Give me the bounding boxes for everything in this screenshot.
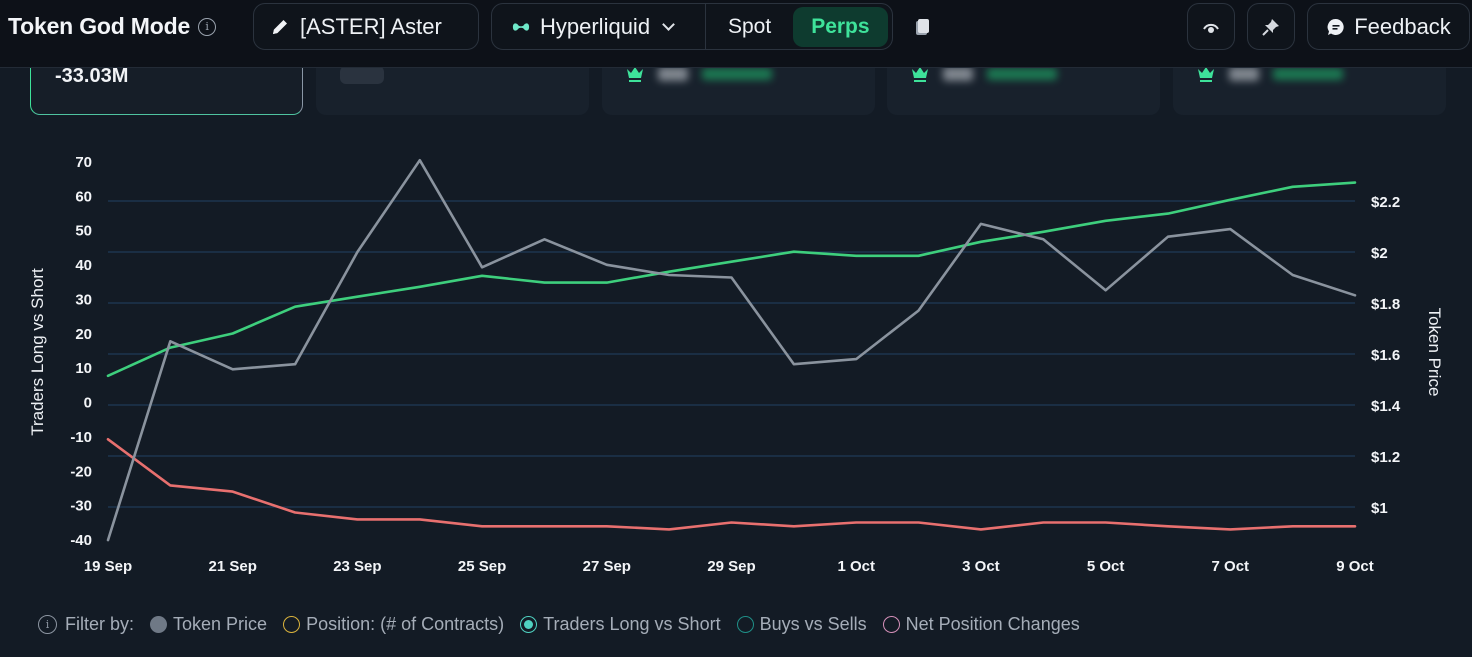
filter-token-price[interactable]: Token Price <box>150 614 267 635</box>
chart-filter-legend: i Filter by: Token Price Position: (# of… <box>38 614 1096 635</box>
svg-text:9 Oct: 9 Oct <box>1336 558 1374 575</box>
info-icon[interactable]: i <box>38 615 57 634</box>
svg-text:25 Sep: 25 Sep <box>458 558 506 575</box>
svg-text:5 Oct: 5 Oct <box>1087 558 1125 575</box>
blurred-change <box>1273 68 1343 80</box>
token-label: [ASTER] Aster <box>300 13 442 39</box>
svg-text:50: 50 <box>75 223 92 240</box>
svg-text:-40: -40 <box>70 532 92 549</box>
svg-text:3 Oct: 3 Oct <box>962 558 1000 575</box>
svg-text:$1.8: $1.8 <box>1371 296 1400 313</box>
chart-series <box>106 158 1357 542</box>
svg-text:29 Sep: 29 Sep <box>707 558 755 575</box>
filter-label-text: Net Position Changes <box>905 614 1080 634</box>
tab-perps[interactable]: Perps <box>793 6 888 47</box>
eye-signal-icon <box>1203 23 1219 33</box>
svg-text:20: 20 <box>75 326 92 343</box>
right-axis-title: Token Price <box>1425 308 1444 397</box>
right-axis-ticks: $2.2 $2 $1.8 $1.6 $1.4 $1.2 $1 <box>1371 194 1401 517</box>
filter-label: Filter by: <box>65 614 135 634</box>
pencil-icon <box>273 19 287 34</box>
stat-value: -33.03M <box>55 65 129 87</box>
filter-label-text: Buys vs Sells <box>759 614 867 634</box>
tab-spot[interactable]: Spot <box>728 14 772 38</box>
chart-gridlines <box>108 200 1355 508</box>
filter-position-contracts[interactable]: Position: (# of Contracts) <box>283 614 504 635</box>
filter-label-text: Traders Long vs Short <box>543 614 721 634</box>
svg-text:10: 10 <box>75 360 92 377</box>
watch-button[interactable] <box>1187 3 1235 50</box>
crown-icon <box>627 67 643 82</box>
x-axis-ticks: 19 Sep 21 Sep 23 Sep 25 Sep 27 Sep 29 Sep 1 Oc… <box>84 558 1374 575</box>
svg-text:$1.2: $1.2 <box>1371 449 1400 466</box>
svg-text:0: 0 <box>84 395 92 412</box>
blurred-value <box>658 67 688 81</box>
chain-label: Hyperliquid <box>540 13 651 39</box>
feedback-button[interactable]: Feedback <box>1307 3 1470 50</box>
info-icon[interactable]: i <box>198 17 217 36</box>
left-axis-title: Traders Long vs Short <box>28 268 47 436</box>
svg-text:$1: $1 <box>1371 500 1388 517</box>
svg-text:$1.4: $1.4 <box>1371 398 1401 415</box>
pin-icon <box>1262 18 1279 36</box>
token-selector-button[interactable]: [ASTER] Aster <box>253 3 479 50</box>
svg-text:60: 60 <box>75 188 92 205</box>
svg-text:27 Sep: 27 Sep <box>583 558 631 575</box>
svg-text:40: 40 <box>75 257 92 274</box>
svg-text:-10: -10 <box>70 429 92 446</box>
crown-icon <box>1198 67 1214 82</box>
feedback-label: Feedback <box>1354 13 1451 39</box>
left-axis-ticks: 70 60 50 40 30 20 10 0 -10 -20 -30 -40 <box>70 154 92 549</box>
svg-text:30: 30 <box>75 291 92 308</box>
chain-selector[interactable]: Hyperliquid <box>492 4 706 49</box>
filter-traders-long-short[interactable]: Traders Long vs Short <box>520 614 721 635</box>
svg-text:23 Sep: 23 Sep <box>333 558 381 575</box>
top-bar: Token God Mode i [ASTER] Aster Hyperliqu… <box>0 0 1472 68</box>
svg-text:-20: -20 <box>70 463 92 480</box>
blurred-value <box>943 67 973 81</box>
crown-icon <box>912 67 928 82</box>
empty-radio-icon <box>736 616 754 633</box>
filter-label-text: Token Price <box>173 614 268 634</box>
chevron-down-icon <box>662 17 675 31</box>
filter-buys-sells[interactable]: Buys vs Sells <box>736 614 867 635</box>
blurred-change <box>702 68 772 80</box>
empty-radio-icon <box>283 616 301 633</box>
svg-text:$2.2: $2.2 <box>1371 194 1400 211</box>
svg-text:19 Sep: 19 Sep <box>84 558 132 575</box>
svg-text:-30: -30 <box>70 498 92 515</box>
copy-icon[interactable] <box>915 18 930 36</box>
svg-text:7 Oct: 7 Oct <box>1212 558 1250 575</box>
chat-bubble-icon <box>1327 18 1344 35</box>
svg-text:$1.6: $1.6 <box>1371 347 1400 364</box>
svg-text:1 Oct: 1 Oct <box>837 558 875 575</box>
hyperliquid-logo-icon <box>512 22 530 31</box>
filter-label-wrap: i Filter by: <box>38 614 134 635</box>
svg-text:21 Sep: 21 Sep <box>209 558 257 575</box>
svg-text:$2: $2 <box>1371 245 1388 262</box>
pin-button[interactable] <box>1247 3 1295 50</box>
loading-skeleton <box>340 66 384 84</box>
svg-text:70: 70 <box>75 154 92 171</box>
selected-radio-icon <box>520 616 538 633</box>
blurred-value <box>1229 67 1259 81</box>
empty-radio-icon <box>882 616 900 633</box>
page-title: Token God Mode <box>8 13 191 39</box>
filter-net-position-changes[interactable]: Net Position Changes <box>882 614 1080 635</box>
page-title-wrap: Token God Mode i <box>8 13 217 40</box>
chain-market-group: Hyperliquid Spot Perps <box>491 3 893 50</box>
filter-label-text: Position: (# of Contracts) <box>306 614 505 634</box>
market-type-toggle: Spot Perps <box>706 4 892 49</box>
blurred-change <box>987 68 1057 80</box>
filled-radio-icon <box>150 616 168 633</box>
